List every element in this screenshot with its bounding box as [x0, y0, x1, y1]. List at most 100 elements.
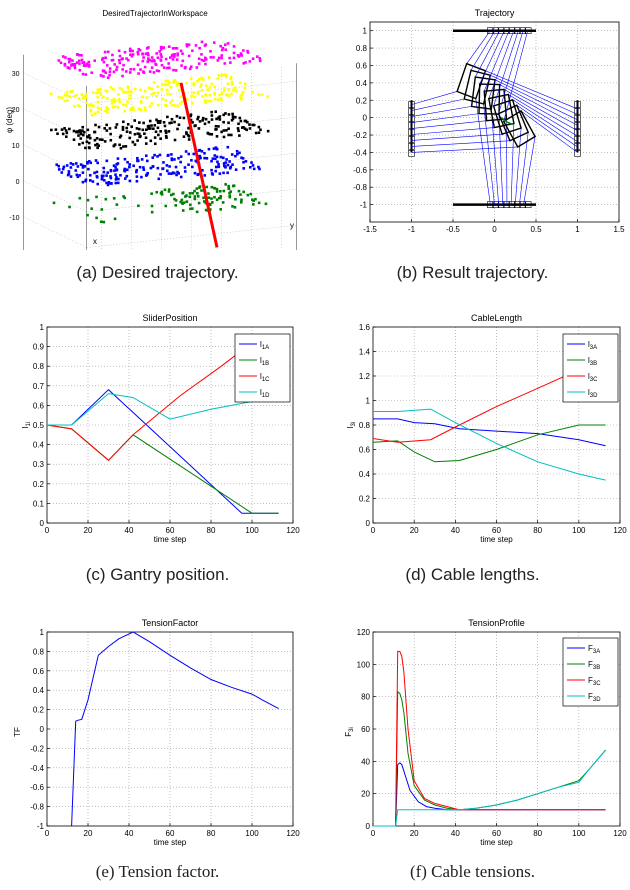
slider-box	[514, 201, 521, 208]
scatter-point	[166, 79, 170, 83]
x-tick-label: 100	[572, 829, 586, 838]
scatter-point	[200, 88, 204, 92]
axes-box	[369, 21, 620, 223]
scatter-point	[96, 182, 100, 186]
scatter-point	[210, 118, 214, 121]
scatter-point	[100, 174, 104, 178]
y-tick-label: 0.8	[359, 421, 371, 430]
scatter-point	[81, 61, 84, 64]
scatter-point	[231, 117, 235, 120]
scatter-point	[103, 140, 107, 143]
legend-entry: l1D	[260, 388, 270, 399]
x-tick-label: 0	[492, 225, 497, 234]
slider-box	[574, 143, 581, 150]
slider-box	[524, 201, 532, 208]
scatter-point	[63, 127, 66, 130]
scatter-point	[75, 130, 78, 134]
scatter-point	[128, 71, 132, 74]
scatter-point	[148, 119, 152, 123]
scatter-point	[222, 120, 225, 124]
scatter-point	[108, 73, 111, 77]
scatter-point	[119, 146, 123, 150]
scatter-point	[136, 50, 140, 54]
scatter-point	[131, 49, 134, 53]
scatter-point	[242, 62, 246, 65]
scatter-point	[113, 99, 117, 103]
scatter-point	[105, 123, 108, 127]
scatter-point	[218, 189, 222, 193]
scatter-point	[149, 166, 153, 170]
scatter-point	[147, 127, 150, 130]
x-tick-label: 80	[207, 526, 216, 535]
y-tick-label: 0.4	[33, 686, 45, 695]
scatter-point	[131, 140, 135, 144]
scatter-point	[251, 198, 254, 201]
scatter-point	[176, 170, 179, 174]
scatter-point	[217, 116, 220, 120]
scatter-point	[85, 101, 88, 105]
scatter-point	[192, 91, 196, 94]
scatter-point	[221, 46, 225, 50]
scatter-point	[152, 58, 155, 62]
scatter-point	[150, 92, 154, 96]
scatter-point	[216, 77, 219, 80]
scatter-point	[79, 163, 83, 166]
scatter-point	[153, 136, 157, 139]
cable-line	[474, 30, 500, 78]
scatter-point	[210, 133, 214, 136]
scatter-point	[240, 156, 243, 160]
scatter-point	[152, 91, 156, 95]
scatter-point	[227, 133, 230, 137]
scatter-point	[171, 99, 174, 102]
chart-e: TensionFactor 0 20 40 60 80 100 120 -1 -0.8 -0.6 -0…	[13, 618, 300, 847]
scatter-point	[143, 89, 147, 93]
chart-b: Trajectory -1.5 -1 -0.5 0 0.5 1 1.5 1 0.8 0.6 0.4 0.…	[353, 8, 625, 234]
platform-rect	[497, 104, 530, 142]
cable-line	[493, 30, 519, 107]
z-tick-label: -10	[9, 215, 19, 222]
scatter-point	[142, 168, 146, 171]
y-axis-label: F3i	[344, 727, 355, 737]
scatter-point	[176, 104, 179, 108]
x-tick-label: 20	[84, 829, 93, 838]
scatter-point	[146, 171, 149, 175]
scatter-point	[83, 165, 86, 168]
scatter-point	[208, 93, 212, 97]
y-tick-label: 0.2	[359, 495, 371, 504]
y-tick-label: -0.2	[353, 131, 367, 140]
scatter-point	[236, 127, 240, 130]
scatter-point	[237, 122, 240, 126]
scatter-point	[185, 44, 189, 48]
scatter-point	[66, 99, 69, 102]
scatter-point	[76, 130, 80, 134]
scatter-point	[222, 162, 226, 165]
scatter-point	[102, 95, 105, 99]
series-line-3C	[372, 369, 580, 443]
scatter-point	[102, 178, 106, 182]
scatter-point	[177, 156, 180, 160]
y-tick-label: 0.6	[356, 61, 368, 70]
scatter-point	[206, 132, 210, 135]
scatter-point	[106, 97, 109, 100]
scatter-point	[230, 92, 233, 96]
scatter-point	[60, 128, 64, 131]
scatter-point	[257, 131, 261, 134]
scatter-point	[162, 66, 166, 69]
x-axis-label: time step	[154, 535, 187, 544]
scatter-point	[174, 204, 178, 207]
y-tick-label: 0	[40, 519, 45, 528]
cable-line	[498, 114, 504, 205]
scatter-point	[72, 138, 76, 141]
scatter-point	[215, 117, 218, 121]
y-tick-label: 60	[361, 725, 370, 734]
scatter-point	[118, 143, 121, 147]
scatter-point	[167, 62, 170, 65]
trajectory-curve	[179, 82, 219, 248]
scatter-point	[188, 195, 192, 199]
x-tick-label: 0	[45, 829, 50, 838]
scatter-point	[183, 170, 187, 173]
scatter-point	[78, 196, 82, 200]
scatter-point	[175, 173, 178, 177]
scatter-point	[71, 59, 74, 62]
scatter-point	[173, 55, 176, 58]
